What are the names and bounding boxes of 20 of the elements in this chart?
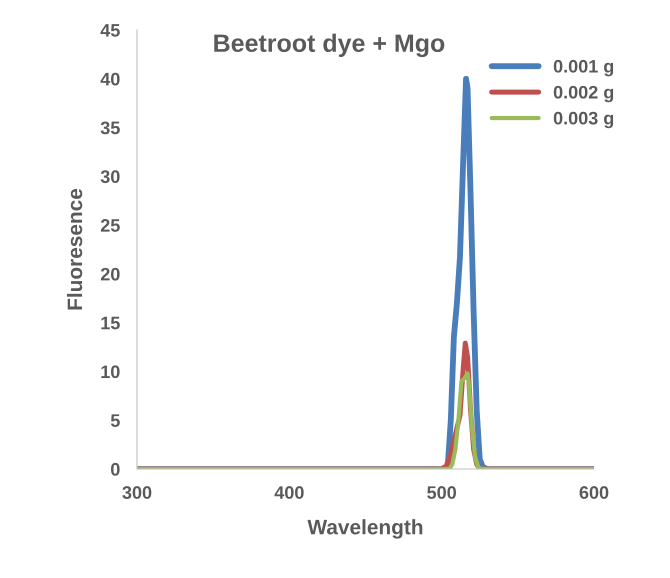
legend-label: 0.001 g bbox=[554, 60, 614, 76]
y-tick-label: 10 bbox=[101, 365, 120, 378]
x-tick-label: 300 bbox=[122, 486, 152, 499]
y-tick-label: 45 bbox=[100, 24, 120, 37]
y-tick-label: 0 bbox=[111, 462, 120, 476]
legend-label: 0.002 g bbox=[554, 86, 614, 102]
x-axis-title: Wavelength bbox=[307, 519, 422, 539]
y-tick-label: 20 bbox=[100, 268, 120, 281]
y-tick-label: 30 bbox=[100, 170, 120, 184]
y-tick-label: 15 bbox=[101, 316, 120, 330]
x-tick-label: 600 bbox=[580, 486, 608, 499]
legend-label: 0.003 g bbox=[554, 112, 614, 128]
x-tick-label: 400 bbox=[274, 486, 304, 499]
y-tick-label: 25 bbox=[100, 219, 120, 232]
chart-title: Beetroot dye + Mgo bbox=[214, 34, 444, 58]
x-tick-label: 500 bbox=[427, 486, 456, 499]
y-tick-label: 35 bbox=[100, 121, 120, 134]
y-axis-title: Fluoresence bbox=[66, 188, 82, 310]
y-tick-label: 40 bbox=[100, 72, 120, 86]
y-tick-label: 5 bbox=[110, 414, 120, 427]
